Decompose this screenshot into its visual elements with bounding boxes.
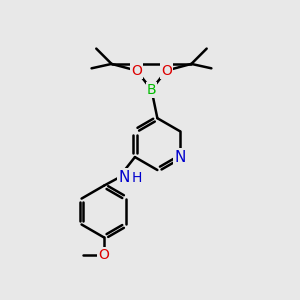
- Text: O: O: [99, 248, 110, 262]
- Text: O: O: [131, 64, 142, 78]
- Text: O: O: [161, 64, 172, 78]
- Text: N: N: [174, 150, 185, 165]
- Text: N: N: [118, 169, 130, 184]
- Text: H: H: [131, 171, 142, 185]
- Text: B: B: [147, 82, 156, 97]
